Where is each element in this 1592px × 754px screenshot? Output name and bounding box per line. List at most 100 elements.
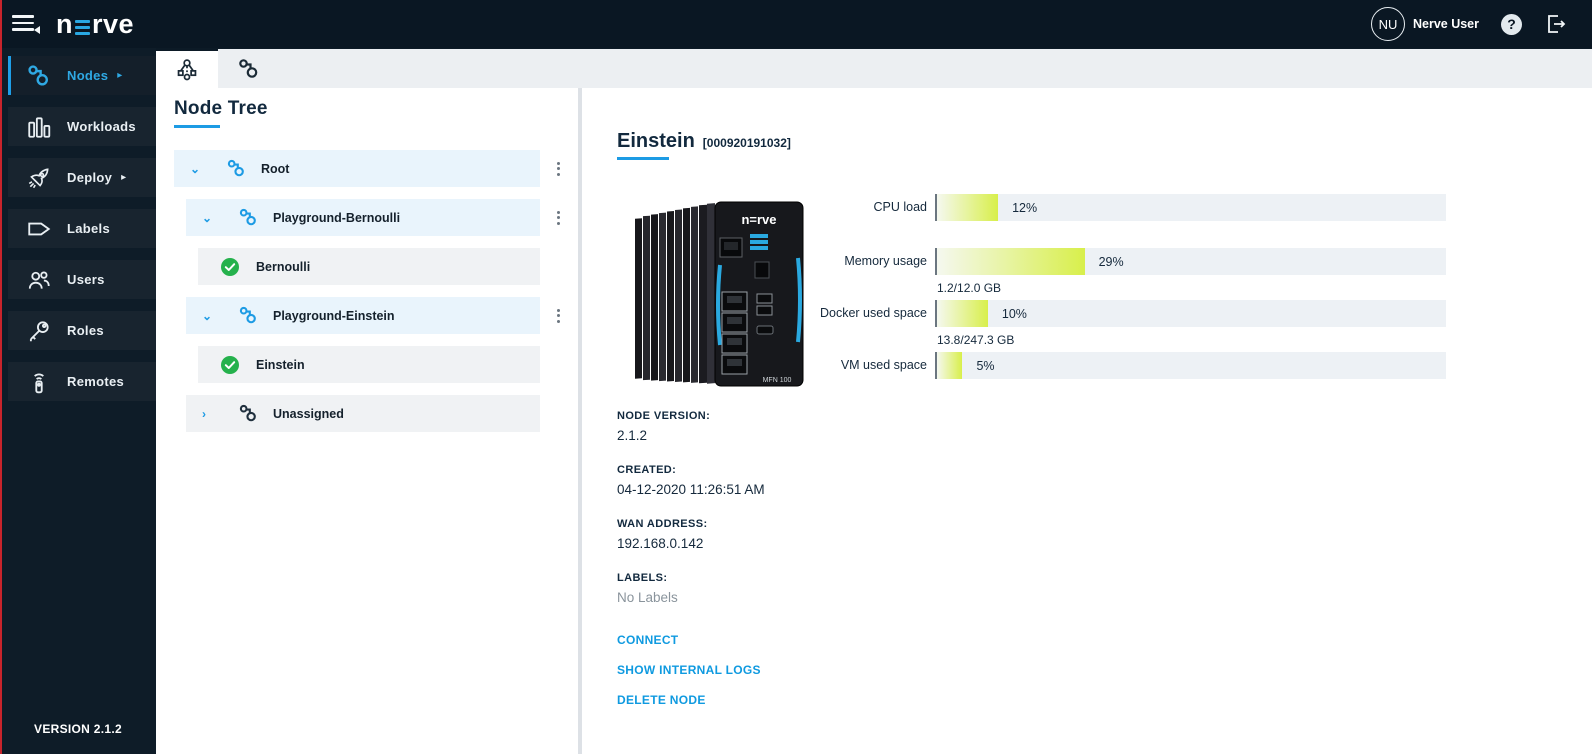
sidebar: Nodes ▸ Workloads Deploy ▸ xyxy=(0,48,156,754)
gauge-vm-used-space: VM used space 13.8/247.3 GB 5% xyxy=(817,333,1446,379)
sidebar-item-label: Users xyxy=(67,272,105,287)
tab-node-list[interactable] xyxy=(218,49,280,89)
tree-row-bernoulli[interactable]: Bernoulli xyxy=(198,248,540,285)
gauges: CPU load 12% Memory usage xyxy=(817,190,1446,398)
sidebar-item-label: Remotes xyxy=(67,374,125,389)
sidebar-item-labels[interactable]: Labels xyxy=(8,209,156,248)
help-icon[interactable]: ? xyxy=(1501,13,1522,35)
deploy-icon xyxy=(25,165,53,191)
user-name: Nerve User xyxy=(1412,17,1479,31)
device-model-label: MFN 100 xyxy=(763,377,792,384)
labels-value: No Labels xyxy=(617,590,678,605)
menu-toggle-icon[interactable] xyxy=(12,13,40,35)
node-version-value: 2.1.2 xyxy=(617,428,648,443)
device-image: n=rve xyxy=(617,190,817,398)
kebab-menu-icon[interactable] xyxy=(553,305,564,327)
sidebar-item-users[interactable]: Users xyxy=(8,260,156,299)
tree-row-playground-einstein[interactable]: ⌄ Playground-Einstein xyxy=(186,297,560,334)
online-check-icon xyxy=(220,355,240,375)
gauge-fill xyxy=(937,352,963,379)
node-group-icon xyxy=(238,403,259,424)
sidebar-item-label: Nodes xyxy=(67,68,109,83)
info-label: WAN ADDRESS: xyxy=(617,518,708,530)
node-serial: [000920191032] xyxy=(702,136,791,150)
gauge-label: Memory usage xyxy=(844,254,927,268)
sidebar-item-nodes[interactable]: Nodes ▸ xyxy=(8,56,156,95)
workloads-icon xyxy=(25,114,53,140)
node-group-icon xyxy=(238,305,259,326)
node-detail-panel: Einstein [000920191032] xyxy=(582,88,1592,754)
gauge-memory-usage: Memory usage 29% xyxy=(817,248,1446,275)
show-internal-logs-link[interactable]: SHOW INTERNAL LOGS xyxy=(617,663,761,677)
chevron-down-icon[interactable]: ⌄ xyxy=(202,210,213,225)
nodes-icon xyxy=(25,63,53,89)
roles-icon xyxy=(25,318,53,344)
wan-address-value: 192.168.0.142 xyxy=(617,536,704,551)
left-border-artifact xyxy=(0,0,2,754)
tree-row-label: Playground-Bernoulli xyxy=(273,210,401,225)
chevron-right-icon[interactable]: › xyxy=(202,406,206,421)
tree-row-label: Root xyxy=(261,161,290,176)
panel-title: Node Tree xyxy=(174,98,268,119)
tab-node-tree[interactable] xyxy=(156,49,218,89)
node-title: Einstein xyxy=(617,130,695,152)
kebab-menu-icon[interactable] xyxy=(553,207,564,229)
chevron-right-icon: ▸ xyxy=(117,70,123,81)
delete-node-link[interactable]: DELETE NODE xyxy=(617,693,706,707)
gauge-label: Docker used space xyxy=(819,306,927,320)
gauge-fill xyxy=(937,300,988,327)
tree-row-playground-bernoulli[interactable]: ⌄ Playground-Bernoulli xyxy=(186,199,560,236)
tree-row-einstein[interactable]: Einstein xyxy=(198,346,540,383)
chevron-down-icon[interactable]: ⌄ xyxy=(190,161,201,176)
sidebar-item-remotes[interactable]: Remotes xyxy=(8,362,156,401)
panel-divider xyxy=(578,88,582,754)
gauge-bar: 5% xyxy=(935,352,1446,379)
remotes-icon xyxy=(25,369,53,395)
tree-row-root[interactable]: ⌄ Root xyxy=(174,150,560,187)
gauge-docker-used-space: Docker used space 1.2/12.0 GB 10% xyxy=(817,281,1446,327)
kebab-menu-icon[interactable] xyxy=(553,158,564,180)
nerve-logo: n rve xyxy=(56,9,134,40)
svg-text:n=rve: n=rve xyxy=(741,212,776,227)
connect-link[interactable]: CONNECT xyxy=(617,633,679,647)
node-tree-panel: Node Tree ⌄ Root ⌄ xyxy=(156,88,578,754)
node-tree-icon xyxy=(177,59,197,81)
tabstrip xyxy=(156,48,1592,89)
chevron-down-icon[interactable]: ⌄ xyxy=(202,308,213,323)
info-label: LABELS: xyxy=(617,572,668,584)
nodes-icon xyxy=(239,59,258,78)
title-underline xyxy=(617,157,669,160)
tree-row-unassigned[interactable]: › Unassigned xyxy=(186,395,540,432)
user-menu[interactable]: NU Nerve User xyxy=(1370,7,1479,41)
gauge-bar: 12% xyxy=(935,194,1446,221)
tree-row-label: Unassigned xyxy=(273,406,344,421)
sidebar-item-label: Workloads xyxy=(67,119,136,134)
gauge-value: 29% xyxy=(1098,254,1124,269)
users-icon xyxy=(25,267,53,293)
gauge-sub-label: 1.2/12.0 GB xyxy=(937,281,1002,295)
node-info: NODE VERSION: 2.1.2 CREATED: 04-12-2020 … xyxy=(617,410,1446,605)
sidebar-item-label: Deploy xyxy=(67,170,113,185)
gauge-fill xyxy=(937,194,999,221)
gauge-bar: 10% xyxy=(935,300,1446,327)
node-group-icon xyxy=(226,158,247,179)
gauge-fill xyxy=(937,248,1085,275)
logout-icon[interactable] xyxy=(1544,12,1568,36)
tree-row-label: Bernoulli xyxy=(256,259,311,274)
sidebar-item-deploy[interactable]: Deploy ▸ xyxy=(8,158,156,197)
labels-icon xyxy=(25,216,53,242)
sidebar-item-workloads[interactable]: Workloads xyxy=(8,107,156,146)
avatar[interactable]: NU xyxy=(1370,7,1405,41)
gauge-value: 12% xyxy=(1012,200,1038,215)
logo-text-suffix: rve xyxy=(92,8,135,39)
sidebar-item-roles[interactable]: Roles xyxy=(8,311,156,350)
logo-text-prefix: n xyxy=(56,8,73,39)
sidebar-item-label: Labels xyxy=(67,221,110,236)
gauge-label: CPU load xyxy=(873,200,928,214)
title-underline xyxy=(174,125,220,128)
app-version: VERSION 2.1.2 xyxy=(34,722,122,736)
gauge-bar: 29% xyxy=(935,248,1446,275)
gauge-cpu-load: CPU load 12% xyxy=(817,194,1446,221)
online-check-icon xyxy=(220,257,240,277)
info-label: CREATED: xyxy=(617,464,677,476)
